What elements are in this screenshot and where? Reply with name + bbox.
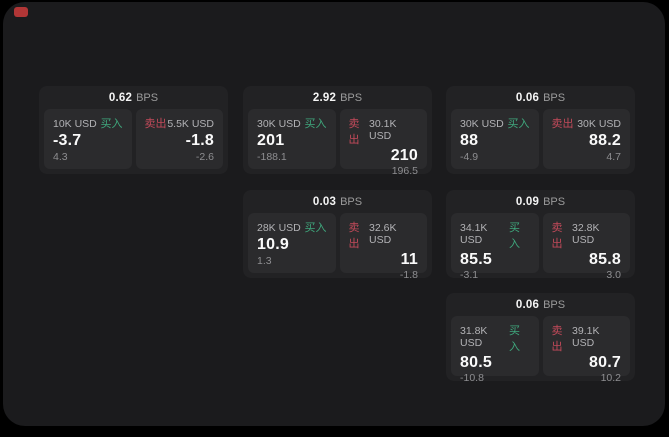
sell-notional: 32.6K USD — [369, 222, 397, 246]
buy-notional: 28K USD — [257, 222, 301, 234]
buy-notional: 34.1K USD — [460, 222, 488, 246]
bps-header: 0.09 BPS — [446, 190, 635, 213]
buy-price: 85.5 — [460, 251, 492, 268]
buy-change: -188.1 — [257, 151, 287, 163]
sell-change: 196.5 — [391, 165, 418, 177]
sell-price: 11 — [400, 251, 418, 268]
bps-header: 0.06 BPS — [446, 293, 635, 316]
bps-unit-label: BPS — [543, 91, 566, 104]
buy-notional: 31.8K USD — [460, 325, 488, 349]
bps-header: 0.03 BPS — [243, 190, 432, 213]
sell-notional: 30K USD — [577, 118, 621, 130]
sell-notional: 32.8K USD — [572, 222, 600, 246]
buy-tile[interactable]: 10K USD 买入 -3.7 4.3 — [44, 109, 132, 169]
sell-tile[interactable]: 卖出 32.6K USD 11 -1.8 — [339, 213, 427, 281]
sell-side-label: 卖出 — [551, 118, 574, 130]
buy-notional: 10K USD — [53, 118, 97, 130]
buy-tile[interactable]: 28K USD 买入 10.9 1.3 — [248, 213, 336, 273]
buy-change: -10.8 — [460, 372, 484, 384]
buy-tile[interactable]: 30K USD 买入 88 -4.9 — [451, 109, 539, 169]
bps-unit-label: BPS — [543, 195, 566, 208]
quote-card: 0.03 BPS 28K USD 买入 10.9 1.3 卖出 32.6K US… — [243, 190, 432, 281]
bps-header: 0.62 BPS — [39, 86, 228, 109]
sell-change: 10.2 — [600, 372, 621, 384]
sell-notional: 5.5K USD — [167, 118, 214, 130]
bps-unit-label: BPS — [543, 298, 566, 311]
buy-change: -4.9 — [460, 151, 479, 163]
bps-header: 2.92 BPS — [243, 86, 432, 109]
buy-price: 10.9 — [257, 236, 289, 253]
buy-price: 88 — [460, 132, 479, 149]
bps-value: 0.03 — [312, 195, 337, 208]
buy-side-label: 买入 — [508, 325, 520, 353]
buy-tile[interactable]: 30K USD 买入 201 -188.1 — [248, 109, 336, 169]
buy-price: 80.5 — [460, 354, 492, 371]
record-indicator-icon — [14, 7, 28, 17]
buy-change: -3.1 — [460, 269, 479, 281]
sell-side-label: 卖出 — [348, 118, 360, 146]
bps-unit-label: BPS — [340, 195, 363, 208]
bps-value: 0.06 — [515, 91, 540, 104]
bps-value: 0.62 — [108, 91, 133, 104]
sell-price: 85.8 — [589, 251, 621, 268]
main-panel: 0.62 BPS 10K USD 买入 -3.7 4.3 卖出 5.5K USD… — [3, 2, 665, 426]
sell-tile[interactable]: 卖出 5.5K USD -1.8 -2.6 — [135, 109, 223, 169]
sell-notional: 39.1K USD — [572, 325, 600, 349]
sell-side-label: 卖出 — [551, 325, 563, 353]
sell-price: -1.8 — [185, 132, 214, 149]
buy-side-label: 买入 — [507, 118, 530, 130]
buy-price: 201 — [257, 132, 285, 149]
sell-price: 210 — [390, 147, 418, 164]
sell-price: 80.7 — [589, 354, 621, 371]
sell-price: 88.2 — [589, 132, 621, 149]
buy-tile[interactable]: 31.8K USD 买入 80.5 -10.8 — [451, 316, 539, 384]
bps-value: 0.09 — [515, 195, 540, 208]
quote-card: 0.06 BPS 31.8K USD 买入 80.5 -10.8 卖出 39.1… — [446, 293, 635, 384]
buy-notional: 30K USD — [257, 118, 301, 130]
buy-side-label: 买入 — [304, 118, 327, 130]
sell-side-label: 卖出 — [551, 222, 563, 250]
bps-unit-label: BPS — [340, 91, 363, 104]
bps-value: 0.06 — [515, 298, 540, 311]
buy-change: 1.3 — [257, 255, 272, 267]
bps-value: 2.92 — [312, 91, 337, 104]
buy-side-label: 买入 — [100, 118, 123, 130]
sell-side-label: 卖出 — [348, 222, 360, 250]
buy-price: -3.7 — [53, 132, 82, 149]
quote-card: 0.62 BPS 10K USD 买入 -3.7 4.3 卖出 5.5K USD… — [39, 86, 228, 174]
quote-card: 2.92 BPS 30K USD 买入 201 -188.1 卖出 30.1K … — [243, 86, 432, 177]
sell-change: 3.0 — [606, 269, 621, 281]
buy-tile[interactable]: 34.1K USD 买入 85.5 -3.1 — [451, 213, 539, 281]
sell-change: -1.8 — [399, 269, 418, 281]
sell-notional: 30.1K USD — [369, 118, 397, 142]
sell-tile[interactable]: 卖出 30K USD 88.2 4.7 — [542, 109, 630, 169]
buy-side-label: 买入 — [508, 222, 520, 250]
sell-side-label: 卖出 — [144, 118, 167, 130]
buy-side-label: 买入 — [304, 222, 327, 234]
sell-tile[interactable]: 卖出 39.1K USD 80.7 10.2 — [542, 316, 630, 384]
quote-card: 0.09 BPS 34.1K USD 买入 85.5 -3.1 卖出 32.8K… — [446, 190, 635, 281]
buy-notional: 30K USD — [460, 118, 504, 130]
sell-tile[interactable]: 卖出 32.8K USD 85.8 3.0 — [542, 213, 630, 281]
bps-header: 0.06 BPS — [446, 86, 635, 109]
bps-unit-label: BPS — [136, 91, 159, 104]
buy-change: 4.3 — [53, 151, 68, 163]
sell-change: -2.6 — [195, 151, 214, 163]
quote-card: 0.06 BPS 30K USD 买入 88 -4.9 卖出 30K USD 8… — [446, 86, 635, 174]
sell-change: 4.7 — [606, 151, 621, 163]
sell-tile[interactable]: 卖出 30.1K USD 210 196.5 — [339, 109, 427, 177]
